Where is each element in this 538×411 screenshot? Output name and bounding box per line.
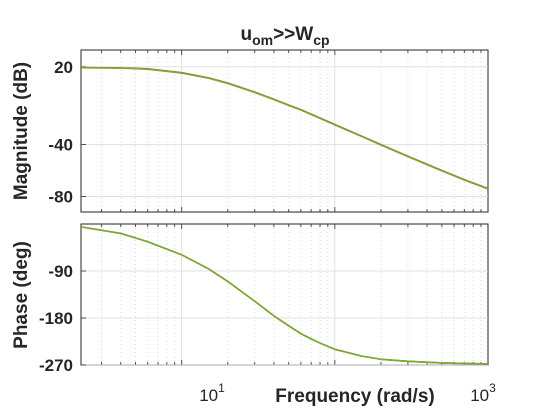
phase-y-label: Phase (deg) — [11, 241, 32, 349]
magnitude-series — [80, 66, 489, 190]
title-sub1: om — [252, 32, 273, 48]
x-tick-base: 10 — [470, 386, 489, 405]
magnitude-panel: 20 -40 -80 — [48, 49, 489, 213]
magnitude-grid — [81, 50, 488, 212]
x-tick-label-10-3: 103 — [470, 381, 496, 405]
phase-y-tick-label: -180 — [39, 309, 73, 328]
title-main: u — [240, 24, 252, 45]
x-axis-label: Frequency (rad/s) — [275, 386, 434, 407]
x-tick-exp: 1 — [218, 381, 225, 395]
phase-series — [80, 226, 489, 365]
title-mid: >>W — [273, 24, 313, 45]
magnitude-y-tick-label: -40 — [48, 136, 73, 155]
phase-axes-box — [80, 223, 489, 366]
chart-title: uom>>Wcp — [240, 24, 329, 48]
x-tick-base: 10 — [199, 386, 218, 405]
phase-series-line-1 — [80, 226, 489, 365]
magnitude-y-tick-label: 20 — [54, 58, 73, 77]
x-tick-label-10-1: 101 — [199, 381, 225, 405]
title-sub2: cp — [313, 32, 329, 48]
magnitude-y-ticks: 20 -40 -80 — [48, 58, 86, 206]
phase-y-tick-label: -90 — [48, 262, 73, 281]
magnitude-axes-box — [80, 49, 489, 213]
phase-y-tick-label: -270 — [39, 356, 73, 375]
x-tick-exp: 3 — [489, 381, 496, 395]
magnitude-y-tick-label: -80 — [48, 187, 73, 206]
magnitude-series-line-1 — [80, 66, 489, 190]
magnitude-y-label: Magnitude (dB) — [11, 62, 32, 200]
phase-y-ticks: -90 -180 -270 — [39, 262, 86, 375]
phase-panel: -90 -180 -270 — [39, 223, 489, 375]
